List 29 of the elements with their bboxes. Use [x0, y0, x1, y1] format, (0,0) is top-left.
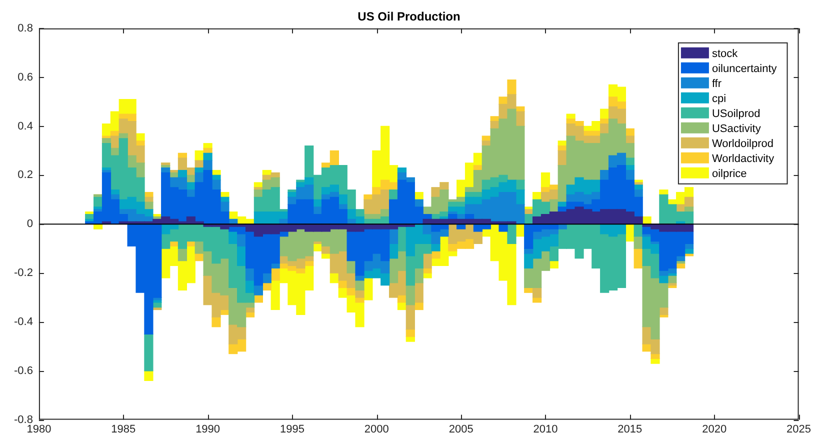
x-tick-label: 2015: [618, 423, 642, 436]
chart-title: US Oil Production: [358, 10, 460, 24]
y-tick-label: 0.8: [18, 22, 33, 34]
x-tick-label: 1995: [280, 423, 304, 436]
legend-label: oilprice: [712, 168, 747, 180]
y-tick-label: -0.8: [14, 414, 33, 426]
y-tick-label: -0.2: [14, 267, 33, 280]
x-tick-label: 2000: [364, 423, 389, 436]
x-tick-label: 1990: [196, 423, 220, 436]
x-tick-label: 1980: [26, 423, 52, 436]
y-tick-label: 0: [26, 218, 33, 230]
legend-label: Worldactivity: [712, 152, 775, 165]
legend-label: Worldoilprod: [712, 138, 774, 150]
y-tick-label: -0.4: [14, 316, 33, 328]
x-tick-label: 2020: [702, 423, 727, 436]
y-tick-label: 0.6: [18, 71, 33, 84]
legend-label: oiluncertainty: [712, 62, 778, 75]
x-tick-label: 2005: [448, 423, 474, 436]
y-tick-label: 0.4: [18, 120, 33, 132]
legend-label: stock: [712, 48, 738, 60]
y-tick-label: -0.6: [14, 364, 33, 377]
y-tick-label: 0.2: [18, 169, 33, 182]
legend-label: cpi: [712, 92, 726, 105]
legend-label: USactivity: [712, 122, 762, 135]
legend-label: ffr: [712, 78, 722, 90]
legend-label: USoilprod: [712, 108, 760, 120]
x-tick-label: 1985: [111, 423, 136, 436]
x-tick-label: 2025: [786, 423, 812, 436]
x-tick-label: 2010: [533, 423, 558, 436]
